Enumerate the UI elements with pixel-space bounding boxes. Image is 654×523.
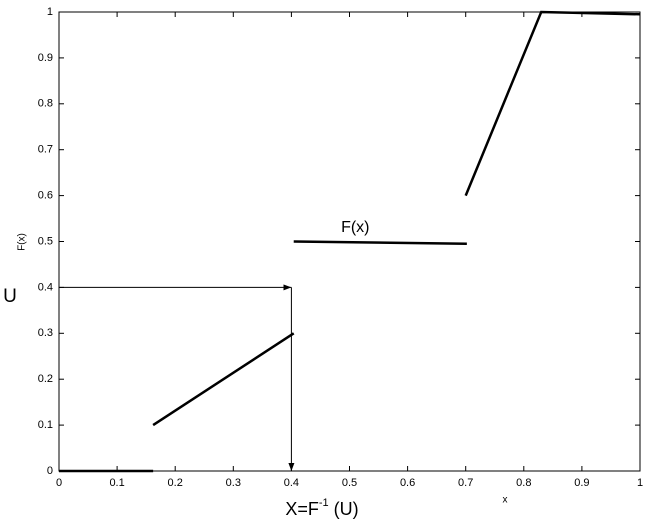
y-tick-label: 0.8	[38, 98, 53, 110]
y-tick-label: 1	[47, 6, 53, 18]
inverse-sup: -1	[319, 497, 329, 509]
y-axis-label: F(x)	[17, 233, 28, 251]
y-tick-label: 0.1	[38, 419, 53, 431]
x-tick-label: 0.9	[574, 477, 589, 489]
x-tick-label: 0	[56, 477, 62, 489]
x-tick-label: 0.1	[109, 477, 124, 489]
x-tick-label: 0.2	[168, 477, 183, 489]
annotation: F(x)	[341, 219, 369, 236]
y-tick-label: 0.7	[38, 144, 53, 156]
x-tick-label: 1	[637, 477, 643, 489]
x-tick-label: 0.5	[342, 477, 357, 489]
x-tick-label: 0.6	[400, 477, 415, 489]
cdf-line	[59, 10, 641, 473]
x-axis-label: x	[503, 495, 508, 506]
y-tick-label: 0.4	[38, 281, 53, 293]
inverse-rest: (U)	[329, 499, 359, 519]
x-tick-label: 0.3	[226, 477, 241, 489]
x-tick-label: 0.4	[284, 477, 299, 489]
y-tick-label: 0.6	[38, 190, 53, 202]
y-tick-label: 0.2	[38, 373, 53, 385]
y-tick-label: 0.3	[38, 327, 53, 339]
u-label: U	[3, 286, 17, 307]
inverse-main: X=F	[285, 499, 319, 519]
x-tick-label: 0.8	[516, 477, 531, 489]
y-tick-label: 0	[47, 465, 53, 477]
inverse-label: X=F-1 (U)	[285, 497, 358, 519]
y-tick-label: 0.5	[38, 235, 53, 247]
y-tick-label: 0.9	[38, 52, 53, 64]
x-tick-label: 0.7	[458, 477, 473, 489]
